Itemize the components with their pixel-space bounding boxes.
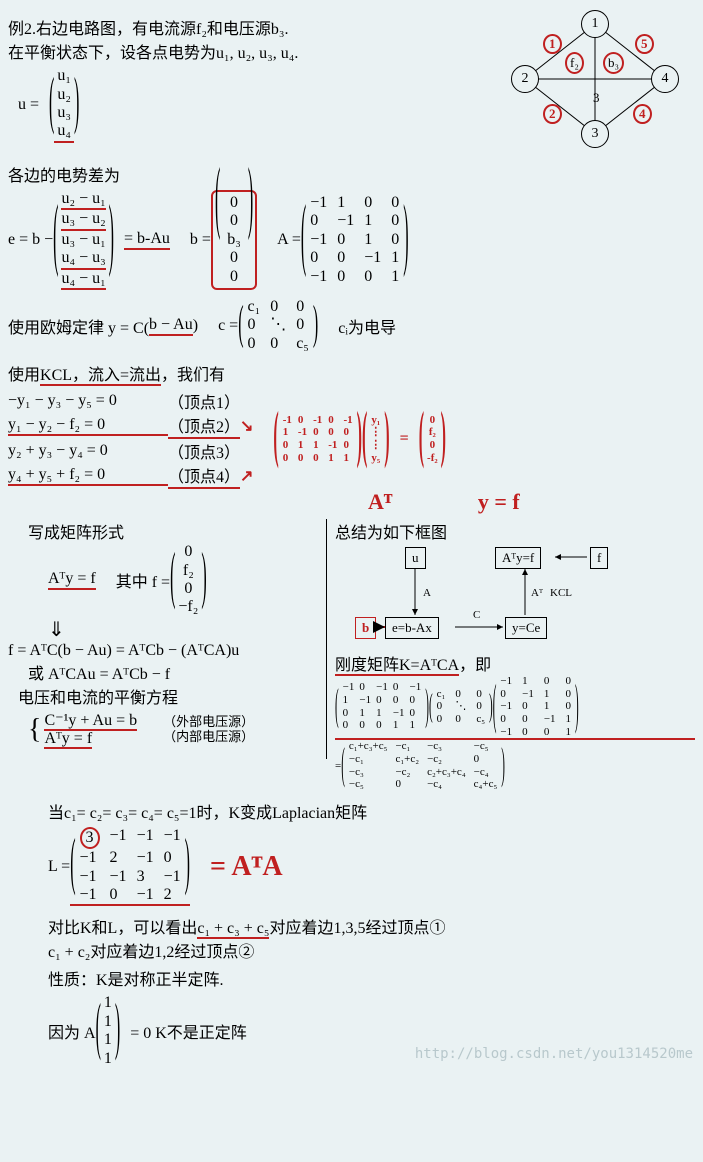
- K-heading-row: 刚度矩阵K=AᵀCA，即: [335, 651, 695, 675]
- b-label: b =: [190, 231, 211, 249]
- edge-label-4: 4: [633, 104, 652, 124]
- A-label: A =: [277, 231, 301, 249]
- pdiff-heading: 各边的电势差为: [8, 162, 695, 186]
- form-and-flow: 写成矩阵形式 Aᵀy = f 其中 f = ( 0f₂0−f₂ ) ⇓ f = …: [8, 519, 695, 791]
- summary-heading: 总结为如下框图: [335, 519, 695, 543]
- ohm-suffix: ): [193, 317, 198, 335]
- compare1: 对比K和L，可以看出c₁ + c₃ + c₅对应着边1,3,5经过顶点①: [48, 914, 695, 938]
- source-b3: b₃: [603, 52, 624, 74]
- ohm-prefix: 使用欧姆定律 y = C(: [8, 314, 149, 338]
- flow-diagram: u Aᵀy=f f b e=b-Ax y=Ce A Aᵀ KCL C: [355, 547, 635, 647]
- where-label: 其中 f =: [116, 568, 170, 592]
- K-product: ( −10−10−1 1−1000 011−10 00011 ) ( c₁00 …: [335, 675, 695, 740]
- A-matrix: −1100 0−110 −1010 00−11 −1001: [306, 194, 403, 286]
- c-label: c =: [218, 317, 238, 335]
- kcl-body: −y₁ − y₃ − y₅ = 0（顶点1） y₁ − y₂ − f₂ = 0（…: [8, 389, 695, 489]
- intro-row: 例2.右边电路图，有电流源f₂和电压源b₃. 在平衡状态下，设各点电势为u₁, …: [8, 4, 695, 154]
- e-label: e = b −: [8, 231, 53, 249]
- ohm-mid: b − Au: [149, 316, 193, 336]
- e-rhs: = b-Au: [124, 230, 170, 250]
- graph-node-3: 3: [581, 120, 609, 148]
- intro-line2: 在平衡状态下，设各点电势为u₁, u₂, u₃, u₄.: [8, 39, 495, 63]
- ohm-row: 使用欧姆定律 y = C( b − Au ) c = ( c₁00 0⋱0 00…: [8, 298, 695, 353]
- equals-ATA: = AᵀA: [210, 851, 283, 883]
- L-matrix-row: L = ( 3−1−1−1 −12−10 −1−13−1 −10−12 ) = …: [48, 827, 695, 907]
- watermark: http://blog.csdn.net/you1314520me: [415, 1046, 693, 1062]
- edge-label-1: 1: [543, 34, 562, 54]
- pdiff-equation: e = b − ( u₂ − u₁ u₃ − u₂ u₃ − u₁ u₄ − u…: [8, 190, 695, 290]
- graph-node-4: 4: [651, 65, 679, 93]
- u-label: u =: [18, 96, 39, 114]
- edge-label-2: 2: [543, 104, 562, 124]
- source-f2: f₂: [565, 52, 584, 74]
- edge-label-5: 5: [635, 34, 654, 54]
- balance-heading: 电压和电流的平衡方程: [18, 684, 318, 708]
- property: 性质：K是对称正半定阵.: [48, 966, 695, 990]
- derive2: 或 AᵀCAu = AᵀCb − f: [28, 660, 318, 684]
- graph-node-1: 1: [581, 10, 609, 38]
- graph-node-2: 2: [511, 65, 539, 93]
- down-arrow-icon: ⇓: [48, 617, 318, 642]
- edge-label-3: 3: [593, 90, 600, 106]
- L-label: L =: [48, 858, 70, 876]
- intro-line1: 例2.右边电路图，有电流源f₂和电压源b₃.: [8, 15, 495, 39]
- u-vector: u = ( u₁ u₂ u₃ u₄ ): [18, 67, 495, 143]
- laplacian-cond: 当c₁= c₂= c₃= c₄= c₅=1时，K变成Laplacian矩阵: [48, 799, 695, 823]
- ci-note: cᵢ为电导: [338, 314, 396, 338]
- ATy-eq: Aᵀy = f: [48, 570, 96, 590]
- kcl-hand-labels: Aᵀ y = f: [368, 489, 695, 515]
- matrix-form-heading: 写成矩阵形式: [28, 519, 318, 543]
- K-result: = ( c₁+c₃+c₅−c₁−c₃−c₅ −c₁c₁+c₂−c₂0 −c₃−c…: [335, 740, 695, 791]
- compare2: c₁ + c₂对应着边1,2经过顶点②: [48, 938, 695, 962]
- kcl-handwritten: ( -10-10-1 1-1000 011-10 00011 ) ( y₁⋮⋮y…: [273, 414, 446, 465]
- circuit-graph: 1 2 3 4 1 2 3 4 5 f₂ b₃: [495, 4, 695, 154]
- derive1: f = AᵀC(b − Au) = AᵀCb − (AᵀCA)u: [8, 642, 318, 660]
- kcl-heading: 使用KCL，流入=流出，我们有: [8, 361, 695, 385]
